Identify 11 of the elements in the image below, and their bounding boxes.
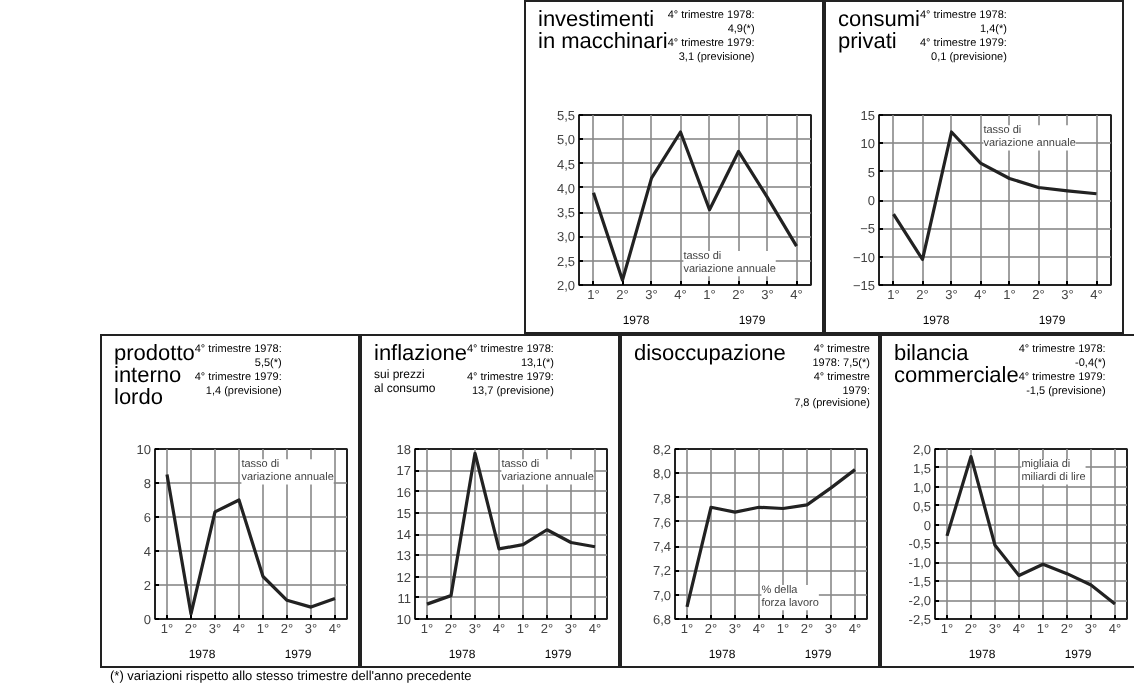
chart-title: inflazione <box>374 342 467 366</box>
line-series <box>945 454 1117 606</box>
chart-title: disoccupazione <box>634 342 786 366</box>
chart-title: investimenti in macchinari <box>538 8 668 54</box>
chart-title: bilancia commerciale <box>894 342 1019 388</box>
chart-title: prodotto interno lordo <box>114 342 195 410</box>
line-series <box>591 130 799 282</box>
line-series <box>685 468 857 609</box>
line-series <box>165 472 337 616</box>
line-series <box>891 130 1099 262</box>
chart-title: consumi privati <box>838 8 920 54</box>
